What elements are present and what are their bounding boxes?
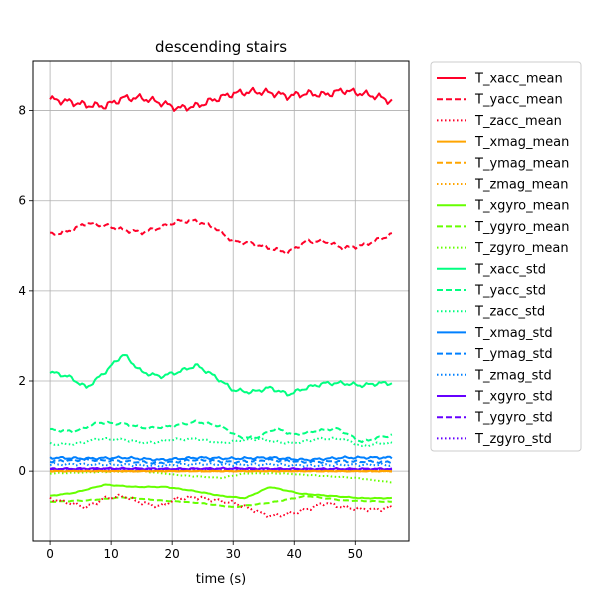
series-line-t-xmag-mean xyxy=(49,469,393,473)
axis-ticks: 0 10 20 30 40 50 0 2 4 6 8 xyxy=(18,104,363,561)
series-line-t-xmag-std xyxy=(49,455,393,462)
legend-label: T_xacc_mean xyxy=(474,72,563,87)
y-tick-label: 8 xyxy=(18,104,26,118)
series-line-t-xgyro-std xyxy=(49,466,393,471)
x-tick-label: 0 xyxy=(46,547,54,561)
series-line-t-ymag-std xyxy=(49,457,393,465)
series-line-t-xacc-std xyxy=(49,354,393,397)
legend-entry: T_ygyro_mean xyxy=(437,220,569,235)
legend-entry: T_xgyro_mean xyxy=(437,199,569,214)
series-line-t-ygyro-mean xyxy=(50,494,392,508)
legend-label: T_xgyro_mean xyxy=(474,199,569,214)
series-line-t-zgyro-mean xyxy=(49,470,392,484)
x-tick-label: 40 xyxy=(287,547,302,561)
x-tick-label: 20 xyxy=(165,547,180,561)
legend-entry: T_ymag_mean xyxy=(437,156,569,171)
legend-entry: T_zmag_std xyxy=(437,368,552,383)
series-line-t-xacc-mean xyxy=(49,86,393,112)
legend: T_xacc_mean T_yacc_mean T_zacc_mean T_xmag_… xyxy=(430,61,582,452)
chart-title: descending stairs xyxy=(155,38,287,56)
legend-entry: T_xmag_std xyxy=(437,326,553,341)
legend-label: T_xmag_mean xyxy=(474,135,569,150)
series-line-t-zacc-std xyxy=(49,436,393,448)
legend-label: T_zacc_std xyxy=(474,305,545,320)
x-axis-label: time (s) xyxy=(196,572,246,587)
legend-label: T_ymag_std xyxy=(474,347,553,362)
legend-label: T_zgyro_mean xyxy=(474,241,569,256)
legend-label: T_zmag_std xyxy=(474,368,552,383)
plot-series xyxy=(49,86,393,519)
legend-entry: T_zmag_mean xyxy=(437,178,569,193)
legend-label: T_zmag_mean xyxy=(474,178,569,193)
y-tick-label: 2 xyxy=(18,374,26,388)
legend-entry: T_yacc_std xyxy=(437,284,546,299)
series-line-t-yacc-mean xyxy=(50,218,393,255)
y-tick-label: 0 xyxy=(18,464,26,478)
legend-entry: T_zgyro_mean xyxy=(437,241,569,256)
legend-entry: T_zacc_std xyxy=(437,305,545,320)
legend-label: T_zgyro_std xyxy=(474,432,552,447)
grid-lines xyxy=(33,61,409,541)
legend-entry: T_zgyro_std xyxy=(437,432,552,447)
legend-box xyxy=(430,61,582,452)
legend-entry: T_ymag_std xyxy=(437,347,553,362)
legend-entry: T_zacc_mean xyxy=(437,114,562,129)
legend-label: T_ygyro_std xyxy=(474,411,553,426)
y-tick-label: 4 xyxy=(18,284,26,298)
legend-entry: T_xacc_mean xyxy=(437,72,563,87)
x-tick-label: 30 xyxy=(226,547,241,561)
legend-label: T_xgyro_std xyxy=(474,390,553,405)
legend-label: T_yacc_mean xyxy=(474,93,563,108)
legend-entry: T_xmag_mean xyxy=(437,135,569,150)
legend-label: T_ygyro_mean xyxy=(474,220,569,235)
x-tick-label: 10 xyxy=(103,547,118,561)
legend-entry: T_xacc_std xyxy=(437,262,546,277)
series-line-t-xgyro-mean xyxy=(49,483,392,500)
plot-frame xyxy=(32,60,410,542)
legend-entry: T_yacc_mean xyxy=(437,93,563,108)
legend-label: T_zacc_mean xyxy=(474,114,562,129)
legend-label: T_xacc_std xyxy=(474,262,546,277)
legend-label: T_yacc_std xyxy=(474,284,546,299)
legend-label: T_xmag_std xyxy=(474,326,553,341)
y-tick-label: 6 xyxy=(18,194,26,208)
series-line-t-zmag-std xyxy=(49,462,393,468)
x-tick-label: 50 xyxy=(348,547,363,561)
legend-entry: T_xgyro_std xyxy=(437,390,553,405)
legend-label: T_ymag_mean xyxy=(474,156,569,171)
legend-entry: T_ygyro_std xyxy=(437,411,553,426)
